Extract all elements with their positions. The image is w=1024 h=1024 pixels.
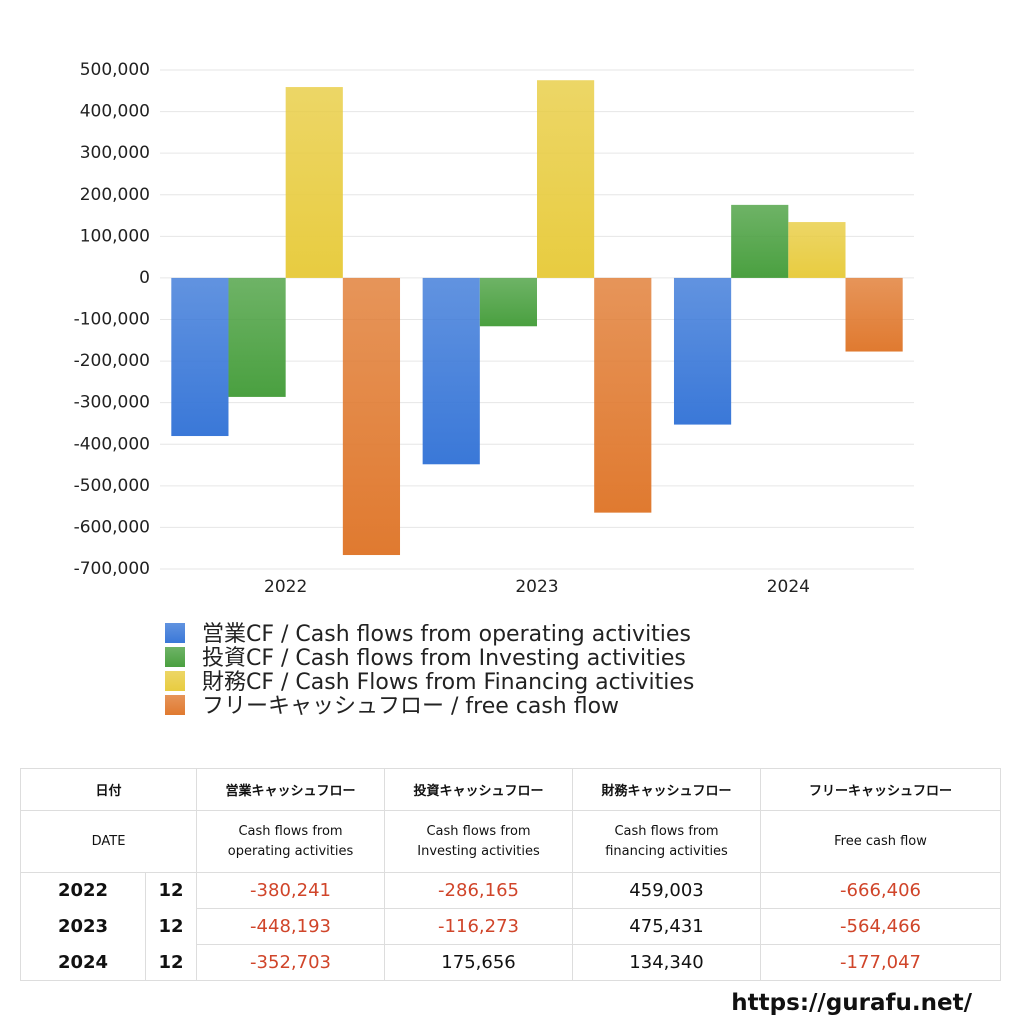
- y-tick-label: 400,000: [80, 102, 150, 122]
- table-cell: -666,406: [760, 872, 1002, 909]
- bar: [422, 277, 480, 465]
- y-tick-label: 200,000: [80, 185, 150, 205]
- x-tick-label: 2024: [767, 577, 810, 597]
- y-tick-label: -700,000: [74, 559, 150, 579]
- legend-swatch: [165, 647, 185, 667]
- chart: 500,000 400,000 300,000 200,000 100,000 0 -100…: [74, 60, 914, 719]
- bar: [285, 87, 343, 278]
- table-row: 2024 12 -352,703 175,656 134,340 -177,047: [20, 944, 1002, 981]
- table-cell: Cash flows from operating activities: [196, 810, 386, 873]
- y-tick-label: 0: [139, 268, 150, 288]
- table-cell: -564,466: [760, 908, 1002, 945]
- table-cell: -286,165: [384, 872, 574, 909]
- bar: [479, 277, 537, 327]
- table-cell: 日付: [19, 768, 198, 811]
- legend-label: フリーキャッシュフロー / free cash flow: [202, 694, 619, 719]
- y-tick-label: -600,000: [74, 517, 150, 537]
- y-tick-label: -300,000: [74, 393, 150, 413]
- y-tick-label: -500,000: [74, 476, 150, 496]
- table-cell: 2023: [20, 908, 146, 945]
- bar: [845, 277, 903, 352]
- table-cell: Cash flows from Investing activities: [384, 810, 574, 873]
- table-cell: 2024: [20, 944, 146, 981]
- y-tick-label: -100,000: [74, 310, 150, 330]
- table-cell: Free cash flow: [760, 810, 1002, 873]
- bar: [537, 80, 595, 278]
- table-row: 日付 営業キャッシュフロー 投資キャッシュフロー 財務キャッシュフロー フリーキャッシュ…: [19, 768, 1002, 811]
- y-tick-label: 100,000: [80, 226, 150, 246]
- y-tick-label: -200,000: [74, 351, 150, 371]
- table-cell: 12: [145, 872, 198, 909]
- bar: [228, 277, 286, 397]
- table-cell: DATE: [19, 810, 198, 873]
- table-cell: 175,656: [384, 944, 574, 981]
- y-tick-label: -400,000: [74, 434, 150, 454]
- table-cell: 営業キャッシュフロー: [196, 768, 386, 811]
- table-cell: 134,340: [572, 944, 762, 981]
- legend-swatch: [165, 623, 185, 643]
- table-cell: -116,273: [384, 908, 574, 945]
- y-tick-label: 300,000: [80, 143, 150, 163]
- legend-swatch: [165, 671, 185, 691]
- table-cell: -352,703: [196, 944, 386, 981]
- data-table: 日付 営業キャッシュフロー 投資キャッシュフロー 財務キャッシュフロー フリーキャッシュ…: [19, 768, 1002, 981]
- site-url: https://gurafu.net/: [731, 990, 972, 1016]
- table-cell: 投資キャッシュフロー: [384, 768, 574, 811]
- legend-label: 財務CF / Cash Flows from Financing activit…: [202, 670, 694, 695]
- table-cell: 2022: [20, 872, 146, 909]
- bar: [788, 222, 846, 278]
- table-cell: 12: [145, 908, 198, 945]
- x-tick-label: 2023: [515, 577, 558, 597]
- bar: [594, 277, 652, 513]
- bar: [342, 277, 401, 556]
- table-cell: フリーキャッシュフロー: [760, 768, 1002, 811]
- y-tick-label: 500,000: [80, 60, 150, 80]
- table-cell: 475,431: [572, 908, 762, 945]
- legend-label: 投資CF / Cash flows from Investing activit…: [202, 646, 686, 671]
- table-cell: -380,241: [196, 872, 386, 909]
- table-row: 2023 12 -448,193 -116,273 475,431 -564,466: [20, 908, 1002, 945]
- legend-label: 営業CF / Cash flows from operating activit…: [202, 622, 691, 647]
- table-cell: 12: [145, 944, 198, 981]
- table-cell: -177,047: [760, 944, 1002, 981]
- bar: [171, 277, 229, 437]
- table-cell: 財務キャッシュフロー: [572, 768, 762, 811]
- bar: [673, 277, 732, 425]
- table-cell: -448,193: [196, 908, 386, 945]
- table-cell: 459,003: [572, 872, 762, 909]
- table-row: DATE Cash flows from operating activities…: [19, 810, 1002, 873]
- x-tick-label: 2022: [264, 577, 307, 597]
- table-cell: Cash flows from financing activities: [572, 810, 762, 873]
- bar: [731, 204, 789, 278]
- legend-swatch: [165, 695, 185, 715]
- table-row: 2022 12 -380,241 -286,165 459,003 -666,406: [20, 872, 1002, 909]
